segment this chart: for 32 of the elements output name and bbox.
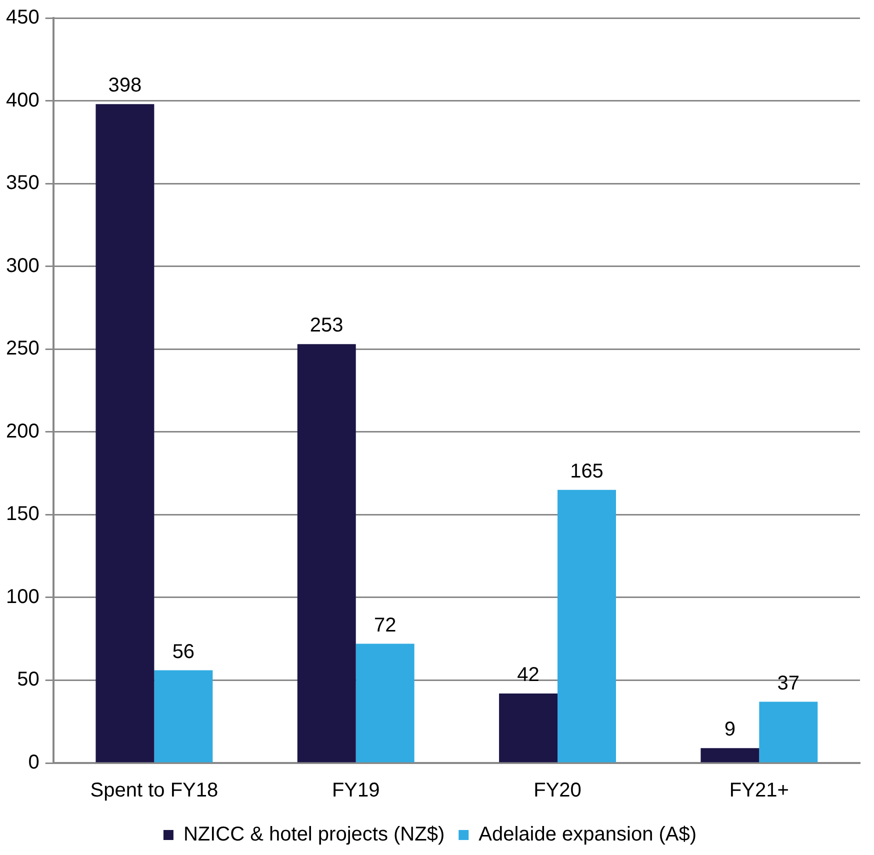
y-tick-label: 350 [6, 172, 40, 194]
data-label: 56 [172, 640, 195, 663]
y-tick-label: 0 [28, 752, 40, 774]
y-tick-label: 250 [6, 338, 40, 360]
y-tick-label: 300 [6, 254, 40, 277]
y-tick-label: 200 [6, 420, 40, 442]
data-label: 253 [310, 314, 344, 337]
bar [356, 644, 414, 762]
x-tick-label: FY19 [332, 780, 380, 802]
bar [700, 748, 760, 762]
data-label: 9 [724, 718, 736, 741]
legend-label: NZICC & hotel projects (NZ$) [183, 824, 445, 846]
legend-label: Adelaide expansion (A$) [478, 824, 697, 846]
data-label: 165 [570, 460, 604, 482]
y-tick-label: 400 [6, 89, 40, 112]
y-tick-label: 100 [6, 586, 40, 608]
bar [297, 344, 356, 762]
data-label: 398 [108, 74, 142, 97]
x-tick-label: FY21+ [729, 780, 789, 802]
data-label: 37 [777, 672, 800, 694]
bar [96, 104, 154, 762]
y-tick-label: 150 [6, 503, 40, 526]
data-label: 72 [374, 614, 396, 636]
bar [759, 702, 818, 762]
y-tick-label: 450 [6, 6, 40, 29]
x-tick-label: FY20 [534, 780, 582, 802]
bar [499, 693, 558, 762]
data-label: 42 [517, 664, 540, 686]
x-tick-label: Spent to FY18 [90, 780, 218, 802]
bar [558, 490, 616, 762]
y-tick-label: 50 [17, 668, 40, 691]
bar [154, 670, 213, 762]
